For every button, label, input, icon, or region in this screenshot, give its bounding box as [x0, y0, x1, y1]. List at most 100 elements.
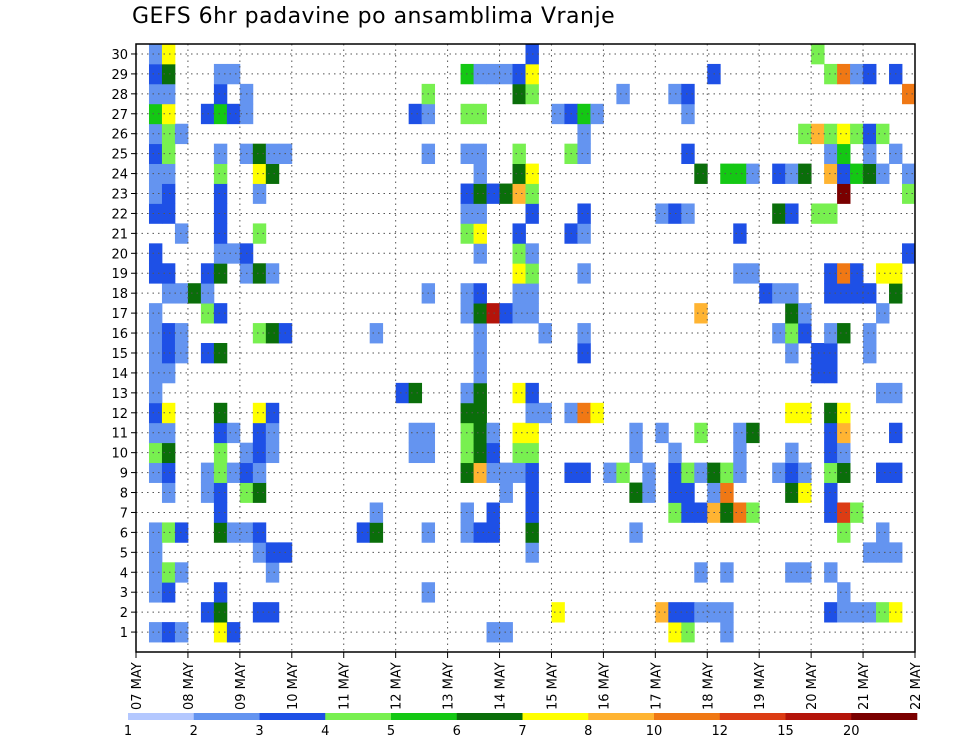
- colorbar-swatch: [719, 713, 786, 720]
- heatmap-cell: [876, 123, 890, 145]
- colorbar-swatch: [785, 713, 852, 720]
- heatmap-cell: [512, 223, 526, 244]
- colorbar-swatch: [391, 713, 458, 720]
- heatmap-cell: [837, 323, 851, 344]
- heatmap-cell: [681, 482, 695, 503]
- colorbar-label: 5: [387, 724, 395, 739]
- heatmap-cell: [733, 263, 747, 284]
- heatmap-cell: [512, 63, 526, 85]
- heatmap-cell: [213, 442, 228, 464]
- heatmap-cell: [161, 362, 176, 384]
- heatmap-cell: [733, 442, 747, 464]
- y-tick-label: 5: [120, 546, 128, 561]
- heatmap-cell: [811, 203, 825, 224]
- colorbar-label: 12: [711, 724, 728, 739]
- colorbar-swatch: [193, 713, 260, 720]
- heatmap-cell: [148, 203, 163, 224]
- heatmap-cell: [733, 462, 747, 483]
- heatmap-cell: [226, 243, 241, 264]
- heatmap-cell: [694, 462, 708, 483]
- heatmap-cell: [408, 422, 423, 444]
- heatmap-cell: [876, 382, 890, 404]
- heatmap-cell: [629, 522, 643, 543]
- heatmap-cell: [161, 422, 176, 444]
- heatmap-cell: [577, 103, 591, 125]
- heatmap-cell: [473, 223, 487, 244]
- heatmap-cell: [577, 223, 591, 244]
- heatmap-cell: [265, 562, 280, 583]
- heatmap-cell: [213, 143, 228, 165]
- y-tick-label: 16: [111, 327, 128, 342]
- x-tick-label: 07 MAY: [130, 662, 145, 710]
- colorbar-label: 10: [646, 724, 663, 739]
- heatmap-cell: [720, 622, 734, 643]
- heatmap-cell: [824, 123, 838, 145]
- heatmap-cell: [473, 362, 487, 384]
- heatmap-cell: [356, 522, 371, 543]
- y-tick-label: 27: [111, 108, 128, 123]
- y-axis: 1234567891011121314151617181920212223242…: [111, 48, 136, 641]
- heatmap-cell: [681, 103, 695, 125]
- heatmap-cell: [252, 542, 267, 563]
- heatmap-cell: [148, 143, 163, 165]
- x-tick-label: 22 MAY: [909, 662, 924, 710]
- heatmap-cell: [486, 622, 500, 643]
- heatmap-cell: [213, 343, 228, 364]
- heatmap-cell: [252, 482, 267, 503]
- heatmap-cell: [265, 163, 280, 184]
- heatmap-cell: [226, 422, 241, 444]
- colorbar-swatch: [522, 713, 589, 720]
- heatmap-cell: [824, 143, 838, 165]
- heatmap-cell: [265, 402, 280, 424]
- heatmap-cell: [148, 63, 163, 85]
- y-tick-label: 18: [111, 287, 128, 302]
- heatmap-cell: [213, 203, 228, 224]
- heatmap-cell: [148, 103, 163, 125]
- heatmap-cell: [252, 143, 267, 165]
- x-tick-label: 20 MAY: [805, 662, 820, 710]
- heatmap-cell: [148, 183, 163, 204]
- heatmap-cell: [824, 362, 838, 384]
- heatmap-cell: [252, 522, 267, 543]
- heatmap-cell: [473, 462, 487, 483]
- heatmap-cell: [148, 83, 163, 105]
- heatmap-cell: [798, 323, 812, 344]
- heatmap-cell: [369, 522, 384, 543]
- heatmap-cell: [577, 402, 591, 424]
- heatmap-cell: [681, 83, 695, 105]
- heatmap-cell: [655, 602, 669, 623]
- heatmap-cell: [551, 103, 565, 125]
- heatmap-cell: [161, 203, 176, 224]
- heatmap-cell: [226, 462, 241, 483]
- heatmap-cell: [655, 422, 669, 444]
- heatmap-cell: [473, 203, 487, 224]
- heatmap-cell: [876, 263, 890, 284]
- heatmap-cell: [863, 163, 877, 184]
- heatmap-cell: [824, 163, 838, 184]
- y-tick-label: 21: [111, 227, 128, 242]
- heatmap-cell: [863, 143, 877, 165]
- y-tick-label: 23: [111, 188, 128, 203]
- heatmap-cell: [213, 462, 228, 483]
- heatmap-cell: [772, 462, 786, 483]
- heatmap-cell: [512, 163, 526, 184]
- heatmap-cell: [824, 502, 838, 523]
- heatmap-cell: [473, 143, 487, 165]
- heatmap-cell: [824, 263, 838, 284]
- heatmap-cell: [161, 582, 176, 603]
- heatmap-cell: [902, 243, 916, 264]
- heatmap-cell: [226, 103, 241, 125]
- y-tick-label: 6: [120, 526, 128, 541]
- x-tick-label: 12 MAY: [390, 662, 405, 710]
- heatmap-cell: [837, 502, 851, 523]
- y-tick-label: 11: [111, 427, 128, 442]
- heatmap-cell: [694, 502, 708, 523]
- heatmap-cell: [837, 422, 851, 444]
- heatmap-cell: [512, 143, 526, 165]
- heatmap-cell: [837, 442, 851, 464]
- heatmap-cell: [811, 44, 825, 65]
- heatmap-cell: [161, 402, 176, 424]
- heatmap-cell: [252, 422, 267, 444]
- heatmap-cell: [148, 362, 163, 384]
- heatmap-cell: [252, 462, 267, 483]
